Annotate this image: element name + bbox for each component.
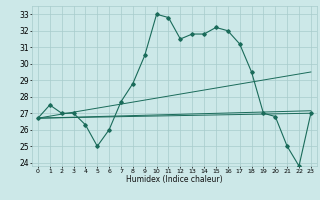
X-axis label: Humidex (Indice chaleur): Humidex (Indice chaleur) [126, 175, 223, 184]
